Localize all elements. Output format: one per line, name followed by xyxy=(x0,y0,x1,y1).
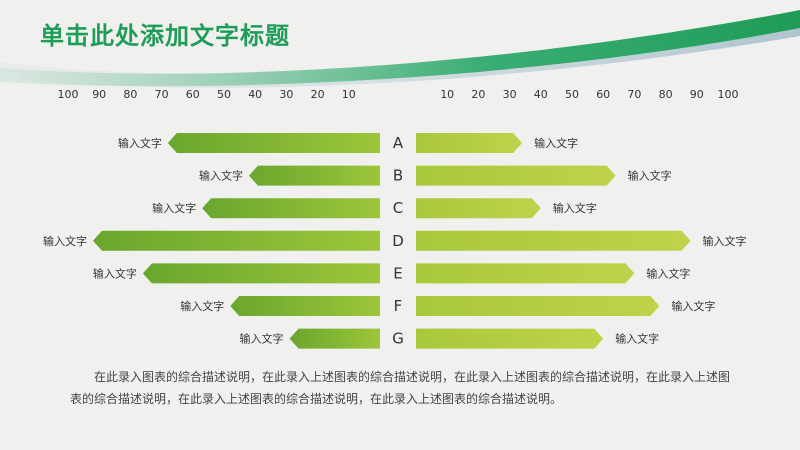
left-bar-label: 输入文字 xyxy=(118,136,162,150)
right-tick-label: 10 xyxy=(440,88,454,101)
right-bar-label: 输入文字 xyxy=(646,266,690,280)
left-bar-label: 输入文字 xyxy=(43,234,87,248)
category-label: F xyxy=(394,297,403,315)
right-tick-label: 80 xyxy=(659,88,673,101)
left-bar xyxy=(248,165,380,186)
category-label: E xyxy=(393,264,402,282)
left-tick-label: 90 xyxy=(92,88,106,101)
header-band xyxy=(0,10,800,88)
right-tick-label: 20 xyxy=(471,88,485,101)
left-tick-label: 50 xyxy=(217,88,231,101)
left-tick-label: 100 xyxy=(58,88,79,101)
left-bar xyxy=(289,328,380,349)
right-bar xyxy=(416,198,541,219)
right-bar-label: 输入文字 xyxy=(534,136,578,150)
right-bar-label: 输入文字 xyxy=(553,201,597,215)
left-tick-label: 80 xyxy=(123,88,137,101)
left-bar xyxy=(92,230,381,251)
right-tick-label: 40 xyxy=(534,88,548,101)
right-bar-label: 输入文字 xyxy=(628,169,672,183)
right-bar-label: 输入文字 xyxy=(615,332,659,346)
left-tick-label: 40 xyxy=(248,88,262,101)
category-label: D xyxy=(392,232,404,250)
left-bar xyxy=(230,296,380,316)
header-swoosh-green xyxy=(0,10,800,87)
right-tick-label: 50 xyxy=(565,88,579,101)
category-label: C xyxy=(393,199,403,217)
right-bar-label: 输入文字 xyxy=(703,234,747,248)
right-bar xyxy=(416,165,616,186)
left-bar-label: 输入文字 xyxy=(93,266,137,280)
left-bar-label: 输入文字 xyxy=(199,169,243,183)
left-tick-label: 20 xyxy=(311,88,325,101)
chart-description: 在此录入图表的综合描述说明，在此录入上述图表的综合描述说明，在此录入上述图表的综… xyxy=(70,370,731,406)
right-bar xyxy=(416,328,604,349)
left-bar-label: 输入文字 xyxy=(180,299,224,313)
right-tick-label: 30 xyxy=(503,88,517,101)
category-label: B xyxy=(393,167,403,185)
bars xyxy=(92,133,691,349)
left-tick-label: 60 xyxy=(186,88,200,101)
category-label: G xyxy=(392,330,404,348)
butterfly-bar-chart: 100 90 80 70 60 50 40 30 20 10 10 20 30 40 50 60 70 80 90 1… xyxy=(43,88,747,349)
left-bar xyxy=(202,198,380,219)
left-tick-label: 70 xyxy=(155,88,169,101)
left-tick-label: 10 xyxy=(342,88,356,101)
right-tick-label: 60 xyxy=(596,88,610,101)
right-bar xyxy=(416,230,691,251)
left-bar-label: 输入文字 xyxy=(240,332,284,346)
right-bar xyxy=(416,296,660,316)
right-bar-label: 输入文字 xyxy=(671,299,715,313)
page-title: 单击此处添加文字标题 xyxy=(40,22,290,50)
left-bar-label: 输入文字 xyxy=(152,201,196,215)
left-bar xyxy=(142,263,380,284)
left-tick-label: 30 xyxy=(279,88,293,101)
axis-ticks: 100 90 80 70 60 50 40 30 20 10 10 20 30 40 50 60 70 80 90 1… xyxy=(58,88,739,101)
right-bar xyxy=(416,133,523,153)
right-tick-label: 100 xyxy=(718,88,739,101)
right-bar xyxy=(416,263,635,284)
right-tick-label: 70 xyxy=(627,88,641,101)
category-label: A xyxy=(393,134,404,152)
left-bar xyxy=(167,133,380,153)
right-tick-label: 90 xyxy=(690,88,704,101)
